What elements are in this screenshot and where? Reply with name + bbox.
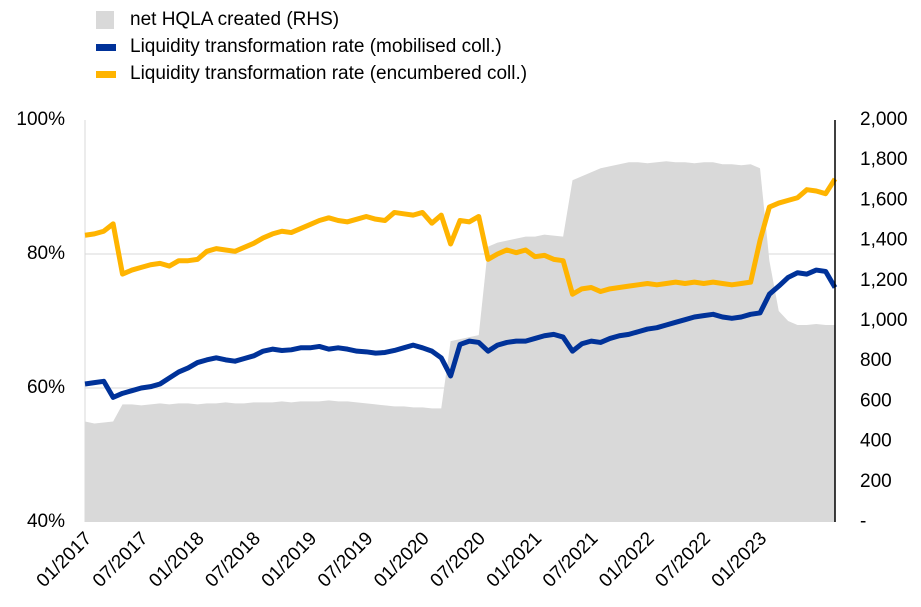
y2-tick-label: 1,400 [860, 230, 908, 251]
y2-tick-label: 1,200 [860, 270, 908, 291]
x-tick-label: 01/2019 [258, 528, 321, 591]
x-tick-label: 07/2018 [201, 528, 264, 591]
y2-tick-label: 1,800 [860, 149, 908, 170]
y2-tick-label: 1,600 [860, 189, 908, 210]
line [84, 267, 838, 400]
legend-label: Liquidity transformation rate (encumbere… [130, 63, 527, 84]
x-tick-label: 01/2017 [33, 528, 96, 591]
x-tick-label: 07/2020 [426, 528, 489, 591]
x-tick-label: 01/2021 [483, 528, 546, 591]
legend-swatch [96, 71, 116, 78]
y2-tick-label: - [860, 511, 866, 532]
x-tick-label: 01/2018 [145, 528, 208, 591]
y2-tick-label: 200 [860, 471, 892, 492]
legend-label: net HQLA created (RHS) [130, 9, 339, 30]
y2-tick-label: 2,000 [860, 109, 908, 130]
legend-label: Liquidity transformation rate (mobilised… [130, 36, 502, 57]
legend-swatch [96, 44, 116, 51]
x-tick-label: 01/2023 [708, 528, 771, 591]
y2-tick-label: 400 [860, 431, 892, 452]
y-tick-label: 60% [27, 377, 65, 398]
y-tick-label: 80% [27, 243, 65, 264]
x-tick-label: 07/2021 [539, 528, 602, 591]
x-tick-label: 01/2022 [595, 528, 658, 591]
area [85, 161, 835, 522]
x-tick-label: 07/2017 [89, 528, 152, 591]
y2-tick-label: 800 [860, 350, 892, 371]
x-tick-label: 07/2019 [314, 528, 377, 591]
y-tick-label: 100% [16, 109, 65, 130]
x-tick-label: 07/2022 [651, 528, 714, 591]
y2-tick-label: 1,000 [860, 310, 908, 331]
legend-swatch [96, 11, 114, 29]
y2-tick-label: 600 [860, 390, 892, 411]
y-tick-label: 40% [27, 511, 65, 532]
line [84, 177, 838, 297]
x-tick-label: 01/2020 [370, 528, 433, 591]
